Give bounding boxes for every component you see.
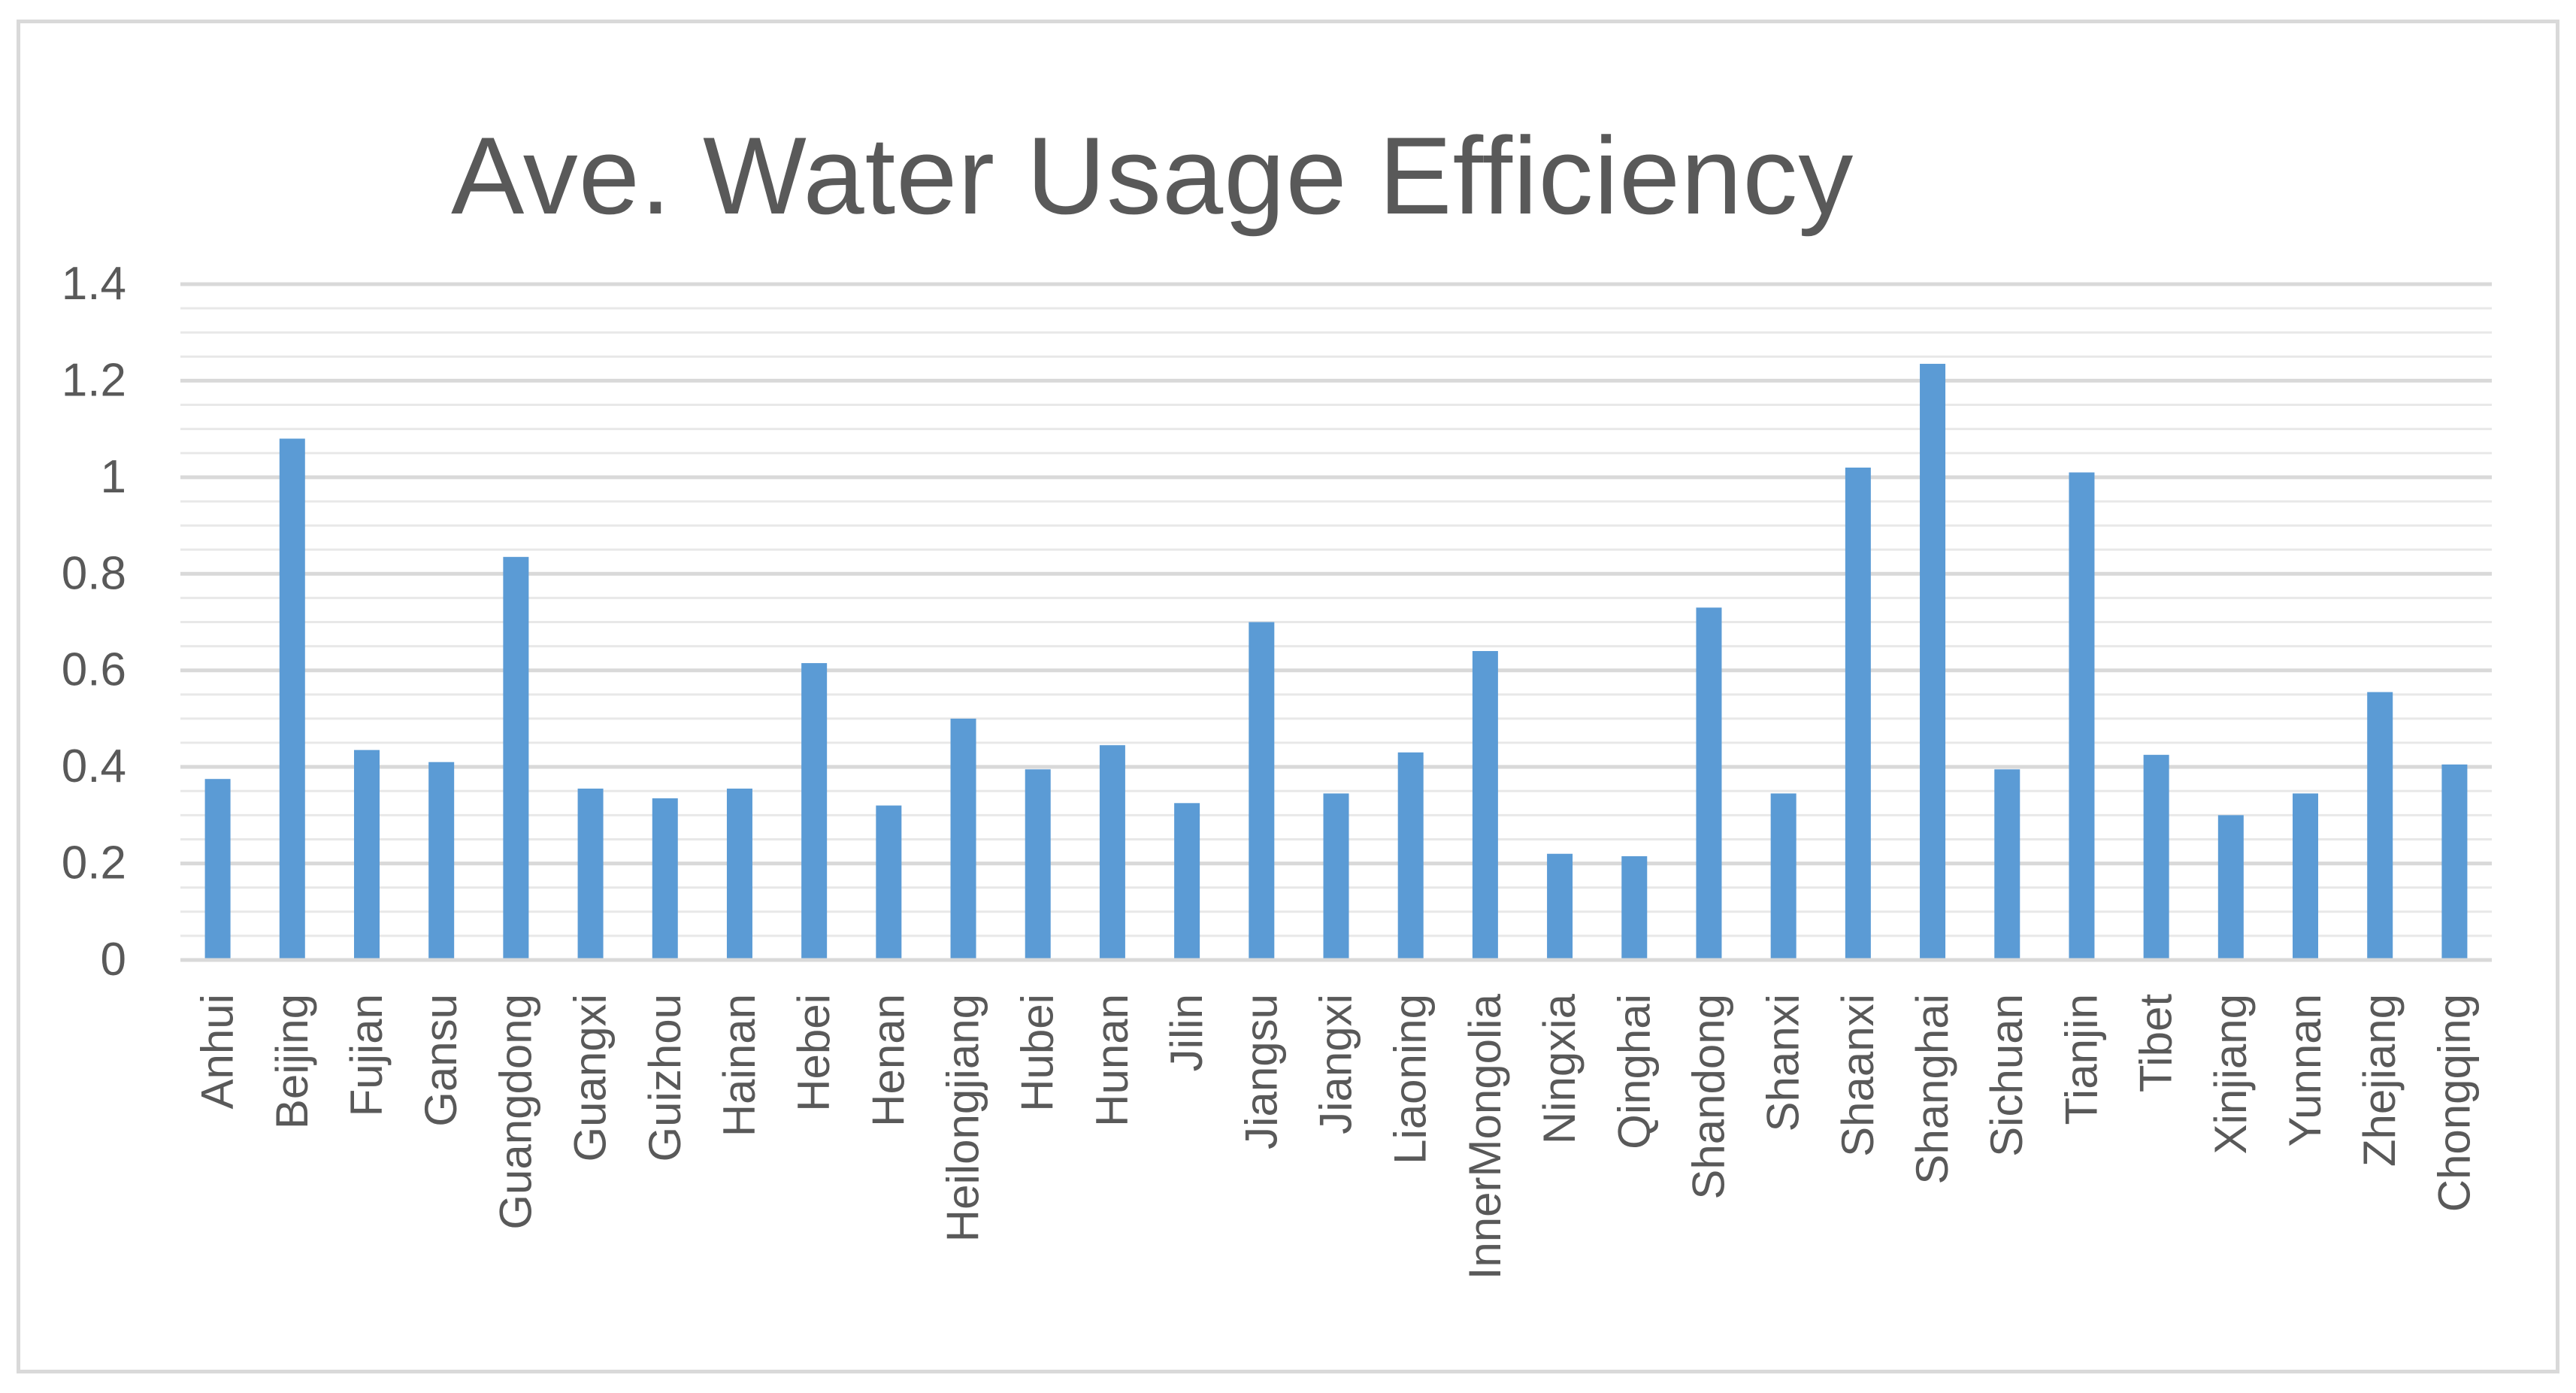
bar-jilin xyxy=(1174,803,1200,960)
x-tick-label-henan: Henan xyxy=(863,994,913,1127)
x-tick-label-hunan: Hunan xyxy=(1087,994,1137,1127)
x-tick-label-liaoning: Liaoning xyxy=(1385,994,1436,1164)
bar-zhejiang xyxy=(2367,692,2393,960)
y-tick-label: 0.4 xyxy=(62,740,126,792)
x-tick-label-yunnan: Yunnan xyxy=(2280,994,2330,1147)
x-tick-label-guangdong: Guangdong xyxy=(490,994,540,1230)
bar-liaoning xyxy=(1397,752,1424,960)
x-tick-label-gansu: Gansu xyxy=(416,994,466,1127)
y-tick-label: 0.2 xyxy=(62,837,126,889)
y-tick-label: 1.4 xyxy=(62,258,126,310)
x-tick-label-jiangsu: Jiangsu xyxy=(1236,994,1286,1149)
bar-hebei xyxy=(801,663,828,960)
x-tick-label-shandong: Shandong xyxy=(1683,994,1733,1200)
x-tick-label-hainan: Hainan xyxy=(714,994,764,1137)
y-tick-label: 0.6 xyxy=(62,644,126,696)
x-tick-label-shanghai: Shanghai xyxy=(1907,994,1957,1185)
bar-shaanxi xyxy=(1845,468,1871,960)
x-tick-label-beijing: Beijing xyxy=(267,994,317,1129)
bar-hubei xyxy=(1025,769,1051,960)
y-tick-label: 0 xyxy=(101,934,126,986)
bar-qinghai xyxy=(1621,855,1648,960)
x-tick-label-jilin: Jilin xyxy=(1161,994,1212,1071)
x-tick-label-xinjiang: Xinjiang xyxy=(2205,994,2256,1155)
grid-lines xyxy=(180,282,2492,937)
bar-shandong xyxy=(1696,607,1722,960)
bar-anhui xyxy=(204,779,231,960)
chart-title: Ave. Water Usage Efficiency xyxy=(451,114,1854,237)
bar-heilongjiang xyxy=(950,718,976,960)
bar-xinjiang xyxy=(2217,815,2244,960)
x-tick-label-fujian: Fujian xyxy=(341,994,392,1116)
x-tick-label-chongqing: Chongqing xyxy=(2429,994,2479,1212)
x-tick-label-guangxi: Guangxi xyxy=(565,994,616,1161)
x-tick-label-innermongolia: InnerMongolia xyxy=(1460,993,1510,1279)
x-tick-label-tibet: Tibet xyxy=(2131,994,2181,1092)
bar-yunnan xyxy=(2293,793,2319,960)
bar-innermongolia xyxy=(1472,651,1498,960)
x-tick-label-tianjin: Tianjin xyxy=(2056,994,2106,1125)
x-tick-label-hubei: Hubei xyxy=(1013,994,1063,1112)
x-tick-label-ningxia: Ningxia xyxy=(1534,993,1585,1144)
x-tick-label-jiangxi: Jiangxi xyxy=(1311,994,1361,1134)
bar-gansu xyxy=(428,762,455,960)
y-axis-ticks: 0 0.2 0.4 0.6 0.8 1 1.2 1.4 xyxy=(62,258,126,986)
x-tick-label-shanxi: Shanxi xyxy=(1758,994,1809,1131)
bar-jiangsu xyxy=(1249,622,1275,960)
x-tick-label-guizhou: Guizhou xyxy=(640,994,690,1161)
x-axis-labels: Anhui Beijing Fujian Gansu Guangdong Guangxi G… xyxy=(192,993,2480,1279)
x-tick-label-heilongjiang: Heilongjiang xyxy=(938,994,988,1242)
bar-beijing xyxy=(279,438,305,960)
bar-chongqing xyxy=(2441,764,2468,960)
y-tick-label: 1.2 xyxy=(62,354,126,406)
bars xyxy=(204,363,2468,960)
bar-sichuan xyxy=(1994,769,2021,960)
bar-shanxi xyxy=(1770,793,1797,960)
bar-hainan xyxy=(726,789,752,960)
bar-guangxi xyxy=(577,789,604,960)
bar-jiangxi xyxy=(1323,793,1349,960)
bar-ningxia xyxy=(1547,853,1573,960)
y-tick-label: 1 xyxy=(101,451,126,503)
x-tick-label-anhui: Anhui xyxy=(192,994,243,1109)
bar-henan xyxy=(876,805,902,960)
bar-tibet xyxy=(2143,755,2169,960)
x-tick-label-hebei: Hebei xyxy=(789,994,839,1112)
chart-frame xyxy=(17,20,2559,1373)
x-tick-label-sichuan: Sichuan xyxy=(1981,994,2032,1157)
bar-guangdong xyxy=(503,556,529,960)
bar-guizhou xyxy=(652,798,678,960)
bar-hunan xyxy=(1099,745,1125,960)
x-tick-label-zhejiang: Zhejiang xyxy=(2354,994,2405,1167)
bar-tianjin xyxy=(2069,472,2095,960)
x-tick-label-shaanxi: Shaanxi xyxy=(1833,994,1883,1157)
x-tick-label-qinghai: Qinghai xyxy=(1609,994,1659,1149)
bar-shanghai xyxy=(1920,363,1946,960)
y-tick-label: 0.8 xyxy=(62,547,126,599)
bar-fujian xyxy=(353,749,380,960)
